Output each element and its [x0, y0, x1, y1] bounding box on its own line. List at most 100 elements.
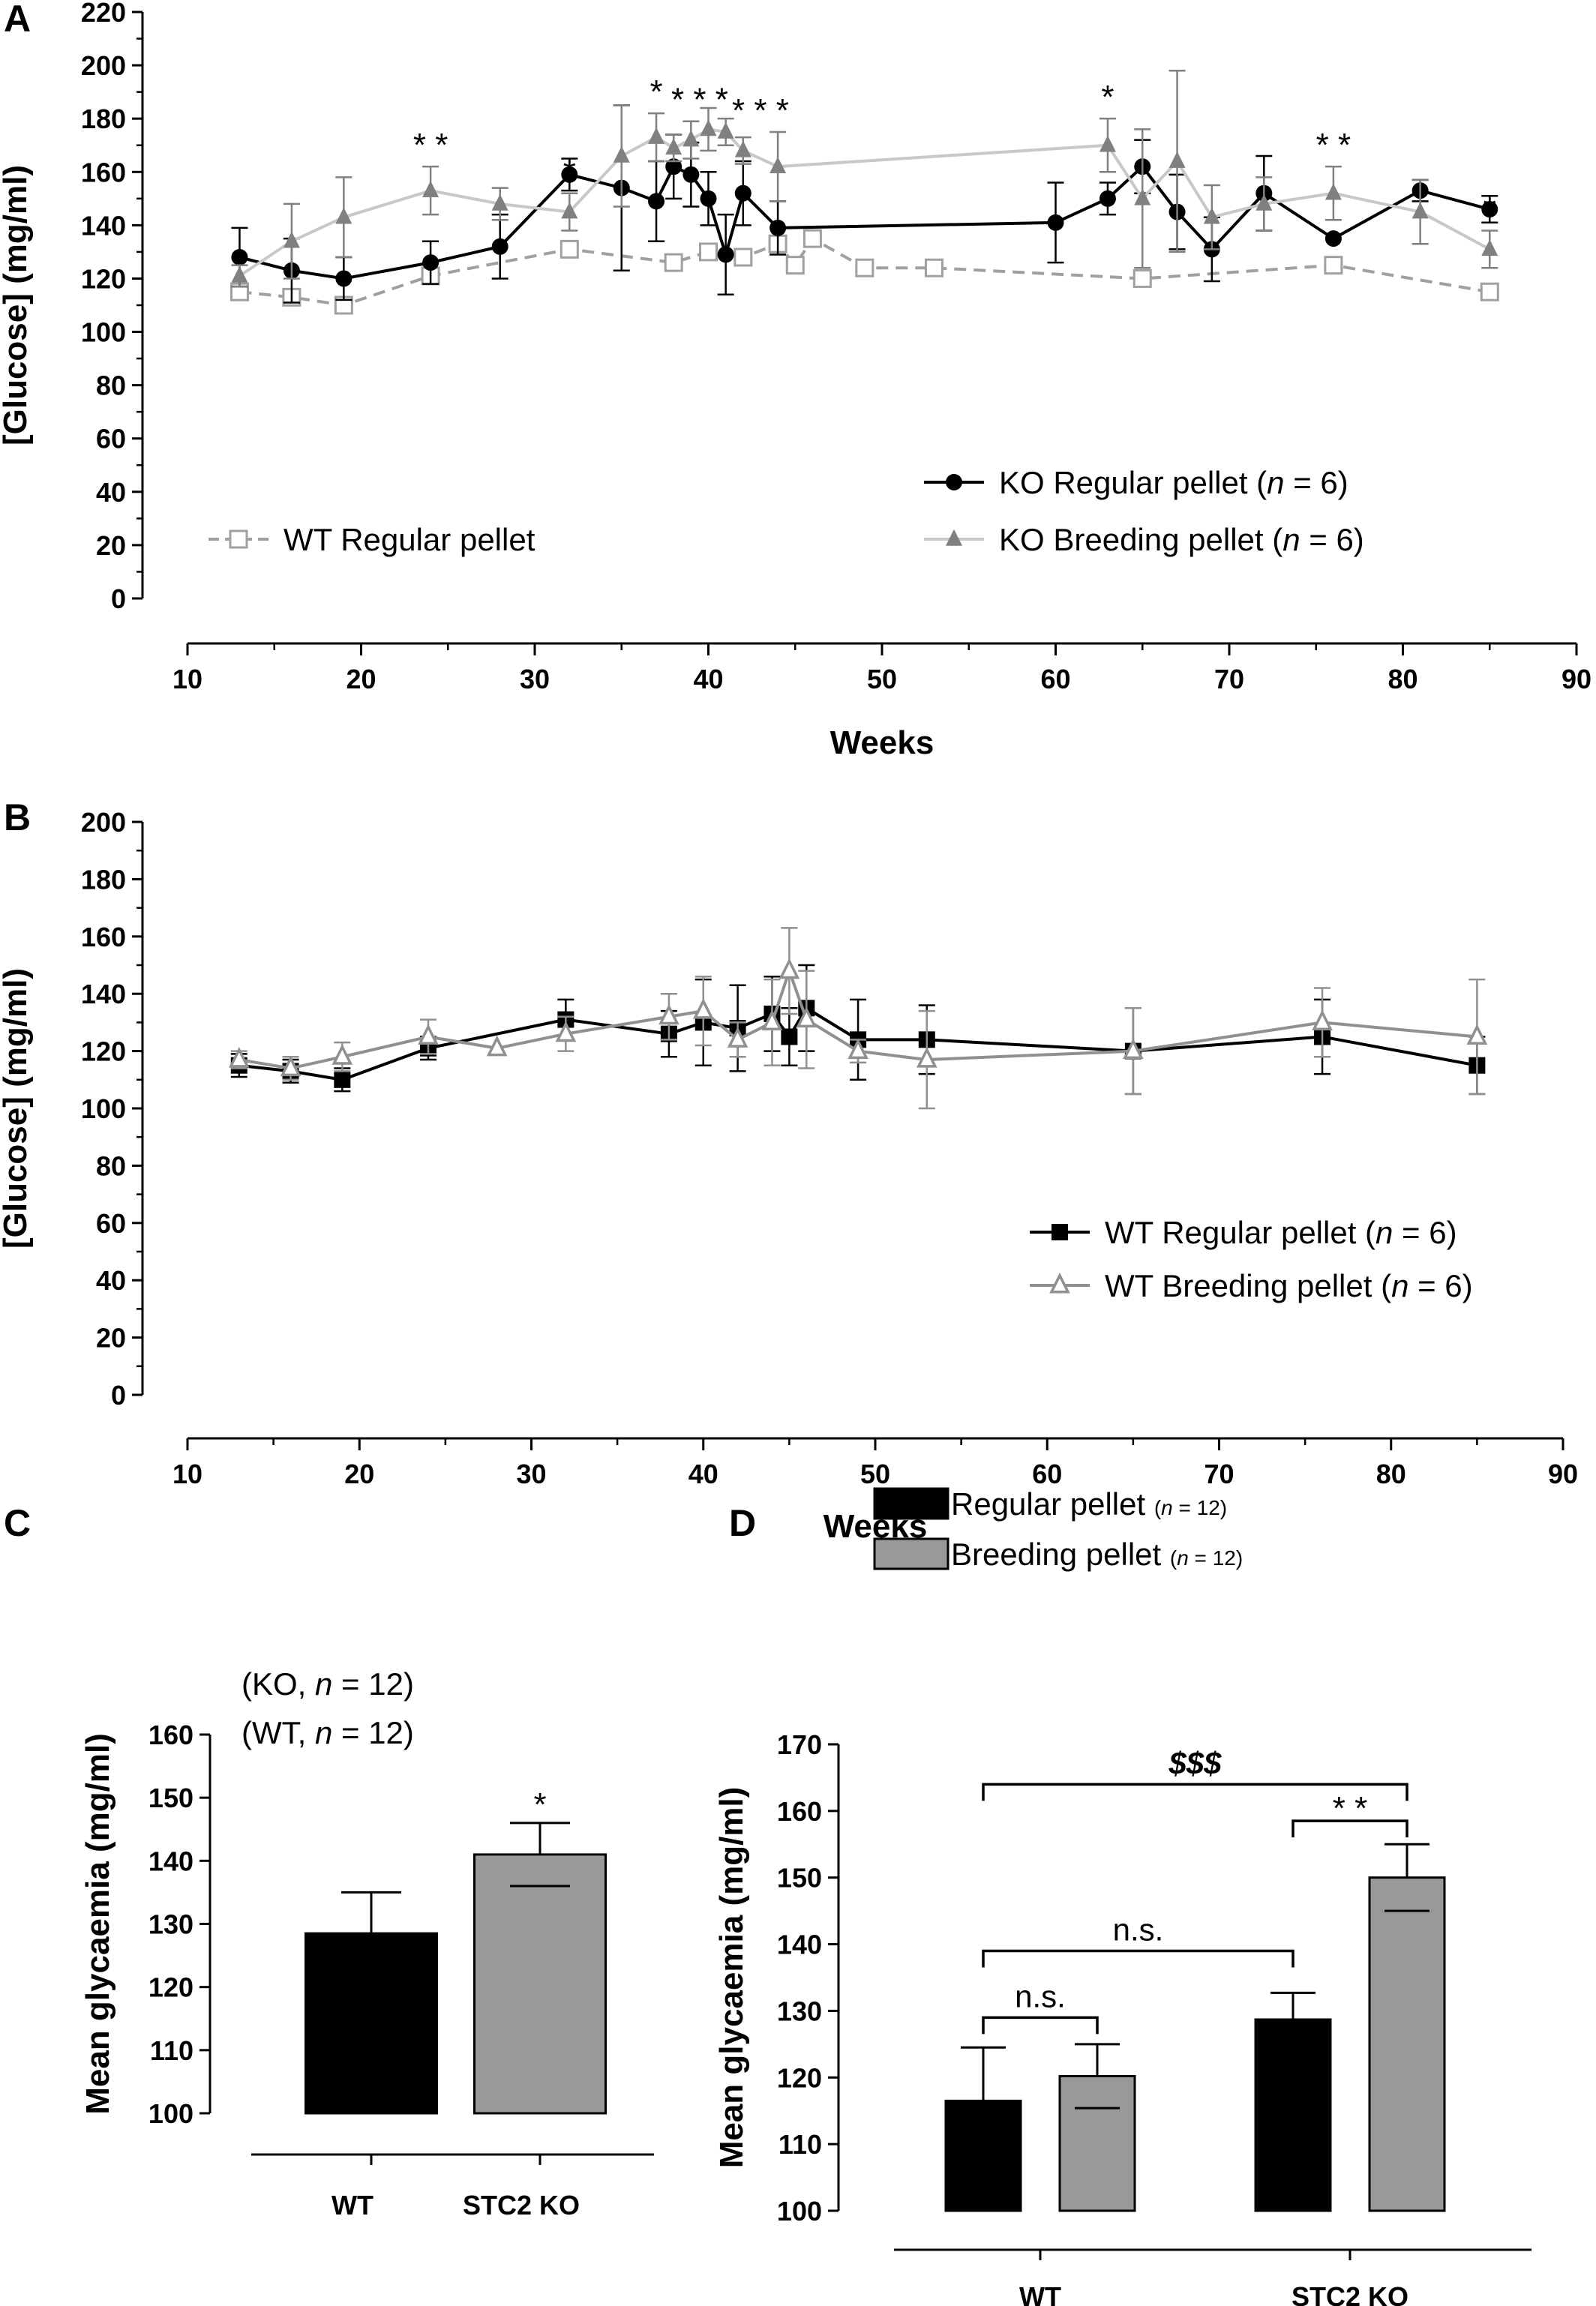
- data-point: [770, 219, 787, 236]
- data-point: [283, 231, 300, 248]
- data-point: [560, 239, 579, 259]
- data-point: [1123, 1038, 1144, 1060]
- y-tick-label: 140: [777, 1930, 822, 1960]
- x-tick-label: STC2 KO: [1292, 2281, 1408, 2306]
- data-point: [1256, 193, 1273, 211]
- series-line: [238, 1006, 1478, 1081]
- panel-letter: C: [4, 1502, 31, 1544]
- series-line: [238, 127, 1491, 277]
- series-wt-breeding-pellet: [228, 927, 1488, 1110]
- series-wt-regular-pellet: [230, 229, 1499, 315]
- y-tick-label: 200: [81, 807, 126, 838]
- y-tick-label: 0: [111, 583, 126, 614]
- x-tick-label: 50: [867, 664, 897, 694]
- y-tick-label: 40: [96, 1265, 126, 1296]
- data-point: [692, 998, 714, 1019]
- data-point: [796, 1006, 818, 1028]
- series-ko-breeding-pellet: [231, 69, 1498, 288]
- x-tick-label: WT: [1019, 2281, 1061, 2306]
- data-point: [231, 265, 248, 283]
- error-bar: [961, 2046, 1006, 2101]
- y-tick-label: 80: [96, 1150, 126, 1181]
- y-tick-label: 0: [111, 1380, 126, 1411]
- x-tick-label: 30: [520, 664, 550, 694]
- sample-size-note: (KO, n = 12): [242, 1666, 414, 1702]
- x-tick-label: 80: [1388, 664, 1418, 694]
- data-point: [700, 190, 717, 207]
- bracket-label: $$$: [1168, 1745, 1222, 1780]
- data-point: [335, 207, 352, 224]
- y-axis-title: [Glucose] (mg/ml): [0, 968, 34, 1249]
- significance-marker: * * *: [671, 82, 728, 118]
- significance-marker: * *: [413, 127, 448, 163]
- sample-size-note: (WT, n = 12): [242, 1715, 414, 1750]
- data-point: [717, 246, 734, 263]
- significance-marker: *: [563, 154, 576, 190]
- bar-stc2-ko: [473, 1853, 607, 2115]
- data-point: [1412, 202, 1429, 219]
- data-point: [418, 1024, 439, 1045]
- data-point: [1312, 1009, 1333, 1030]
- legend-label: KO Regular pellet (n = 6): [999, 465, 1348, 500]
- bar-wt-breeding-pellet: [1058, 2075, 1136, 2212]
- y-tick-label: 160: [81, 157, 126, 187]
- data-point: [727, 1027, 748, 1048]
- significance-marker: *: [1484, 190, 1496, 227]
- y-tick-label: 60: [96, 424, 126, 454]
- data-point: [231, 249, 248, 266]
- error-bar: [1384, 1843, 1430, 1912]
- y-tick-label: 120: [81, 263, 126, 294]
- y-tick-label: 180: [81, 864, 126, 895]
- y-tick-label: 220: [81, 0, 126, 28]
- bracket-label: n.s.: [1113, 1912, 1164, 1947]
- bracket-label: * *: [1333, 1790, 1367, 1827]
- y-tick-label: 20: [96, 530, 126, 561]
- bar-wt: [304, 1932, 438, 2115]
- y-tick-label: 170: [777, 1729, 822, 1760]
- y-tick-label: 100: [777, 2196, 822, 2227]
- legend-label: Breeding pellet (n = 12): [951, 1537, 1243, 1572]
- data-point: [1480, 282, 1499, 301]
- data-point: [700, 119, 717, 136]
- data-point: [802, 229, 822, 248]
- x-tick-label: 50: [860, 1459, 890, 1489]
- y-tick-label: 130: [777, 1996, 822, 2026]
- panel-c: C 100 110 120 130 140 150 160 Mean glycaemia (mg…: [4, 1502, 654, 2221]
- y-tick-label: 120: [81, 1036, 126, 1067]
- data-point: [228, 1046, 250, 1068]
- significance-bracket: * *: [1292, 1790, 1408, 1838]
- legend-entry: KO Regular pellet (n = 6): [924, 465, 1348, 500]
- data-point: [648, 127, 665, 144]
- legend-entry: Breeding pellet (n = 12): [873, 1537, 1243, 1572]
- y-axis-title: Mean glycaemia (mg/ml): [80, 1733, 116, 2115]
- data-point: [648, 193, 665, 210]
- bar-stc2-ko-breeding-pellet: [1368, 1876, 1446, 2212]
- bracket-line: [982, 2016, 1099, 2035]
- y-tick-label: 100: [81, 1093, 126, 1124]
- x-tick-label: 40: [693, 664, 723, 694]
- legend-label: WT Regular pellet: [284, 522, 536, 557]
- panel-a: A 0 20 40 60 80 100 120 140 160 180 200 220 [Glucose]…: [0, 0, 1592, 761]
- y-tick-label: 160: [81, 922, 126, 952]
- data-point: [613, 145, 630, 163]
- data-point: [717, 121, 734, 139]
- data-point: [924, 258, 944, 277]
- data-point: [555, 1021, 577, 1042]
- legend-marker: [1049, 1272, 1070, 1294]
- legend-marker: [1052, 1224, 1068, 1240]
- legend-swatch: [873, 1537, 950, 1570]
- error-bar: [341, 1891, 401, 1934]
- bracket-label: n.s.: [1015, 1978, 1066, 2014]
- y-tick-label: 120: [148, 1972, 194, 2003]
- data-point: [280, 1055, 302, 1077]
- x-tick-label: 70: [1214, 664, 1244, 694]
- panel-b: B 0 20 40 60 80 100 120 140 160 180 200 [Glucose] (m…: [0, 796, 1578, 1545]
- legend-entry: WT Regular pellet: [208, 522, 536, 557]
- y-tick-label: 130: [148, 1909, 194, 1940]
- y-axis-title: [Glucose] (mg/ml): [0, 165, 34, 445]
- x-tick-label: 40: [688, 1459, 718, 1489]
- data-point: [334, 1071, 351, 1088]
- data-point: [699, 242, 718, 262]
- data-point: [1134, 188, 1151, 205]
- legend-label: WT Breeding pellet (n = 6): [1105, 1268, 1473, 1303]
